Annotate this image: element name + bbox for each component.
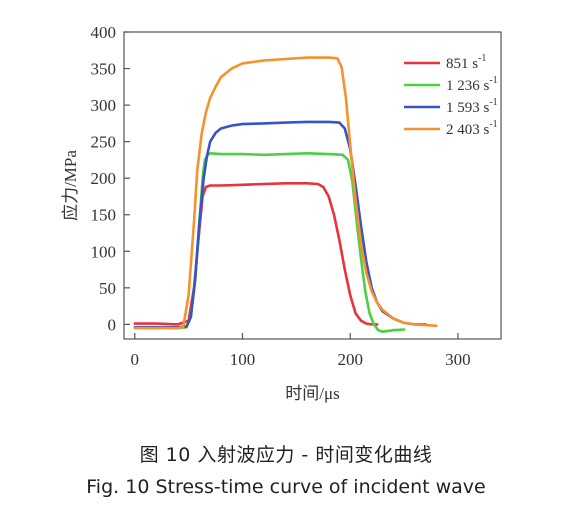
x-tick-label: 100 xyxy=(230,350,256,369)
x-tick-label: 300 xyxy=(445,350,471,369)
stress-time-chart: 0 50 100 150 200 250 300 350 400 0 100 200 300 851 s… xyxy=(61,23,502,403)
legend-label-superscript: -1 xyxy=(478,53,486,64)
figure-caption-english: Fig. 10 Stress-time curve of incident wa… xyxy=(86,476,486,498)
y-axis-title: 应力/MPa xyxy=(61,150,80,221)
y-tick-label: 100 xyxy=(91,242,117,261)
legend-label-superscript: -1 xyxy=(489,97,497,108)
chart-axes: 0 50 100 150 200 250 300 350 400 0 100 200 300 xyxy=(91,23,502,369)
legend-label-3: 1 593 s-1 xyxy=(446,97,498,116)
figure-caption-chinese: 图 10 入射波应力 - 时间变化曲线 xyxy=(139,444,433,466)
chart-legend: 851 s-1 1 236 s-1 1 593 s-1 2 403 s-1 xyxy=(404,53,498,138)
x-axis-title: 时间/μs xyxy=(285,384,339,403)
legend-label-2: 1 236 s-1 xyxy=(446,75,498,94)
y-tick-label: 400 xyxy=(91,23,117,42)
legend-label-1: 851 s-1 xyxy=(446,53,486,72)
y-tick-label: 0 xyxy=(108,315,117,334)
series-line-4 xyxy=(133,56,438,330)
series-line-1 xyxy=(133,182,379,326)
x-tick-label: 0 xyxy=(131,350,140,369)
legend-label-4: 2 403 s-1 xyxy=(446,119,498,138)
series-line-3 xyxy=(133,120,427,329)
y-tick-label: 250 xyxy=(91,133,117,152)
x-tick-label: 200 xyxy=(337,350,363,369)
y-tick-label: 350 xyxy=(91,60,117,79)
legend-label-superscript: -1 xyxy=(489,119,497,130)
y-tick-label: 200 xyxy=(91,169,117,188)
y-tick-label: 150 xyxy=(91,206,117,225)
y-tick-label: 300 xyxy=(91,96,117,115)
legend-label-superscript: -1 xyxy=(489,75,497,86)
y-tick-label: 50 xyxy=(99,279,116,298)
chart-series-layer xyxy=(133,56,438,334)
plot-frame xyxy=(123,31,502,340)
